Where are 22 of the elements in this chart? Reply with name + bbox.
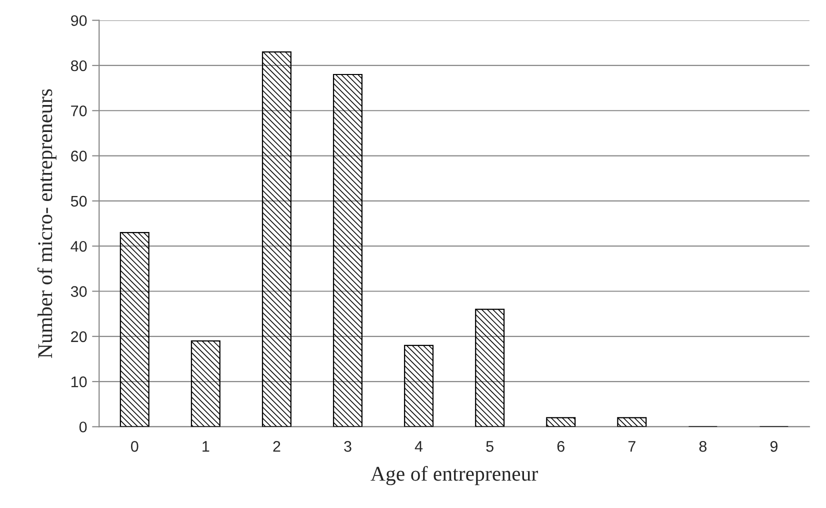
y-axis-title: Number of micro- entrepreneurs (37, 89, 56, 358)
x-tick-label: 3 (344, 441, 352, 452)
y-tick-label: 10 (71, 376, 87, 388)
y-tick-label: 40 (70, 240, 87, 252)
x-tick-label: 7 (628, 441, 636, 452)
x-tick-label: 2 (273, 441, 280, 452)
y-tick-label: 0 (79, 422, 87, 432)
y-tick-label: 60 (71, 150, 87, 162)
y-tick-label: 50 (70, 196, 87, 207)
y-tick-label: 70 (71, 106, 87, 116)
x-tick-label: 0 (130, 441, 138, 452)
x-tick-label: 8 (699, 441, 707, 452)
x-axis-title: Age of entrepreneur (370, 466, 538, 486)
x-tick-label: 4 (414, 441, 423, 452)
y-tick-label: 30 (70, 286, 87, 297)
x-tick-label: 1 (202, 441, 210, 452)
x-tick-label: 6 (557, 441, 564, 452)
y-tick-label: 90 (71, 15, 87, 26)
x-tick-label: 5 (486, 441, 494, 452)
x-tick-label: 9 (770, 441, 778, 452)
y-tick-label: 80 (70, 60, 87, 72)
y-tick-label: 20 (71, 331, 87, 342)
